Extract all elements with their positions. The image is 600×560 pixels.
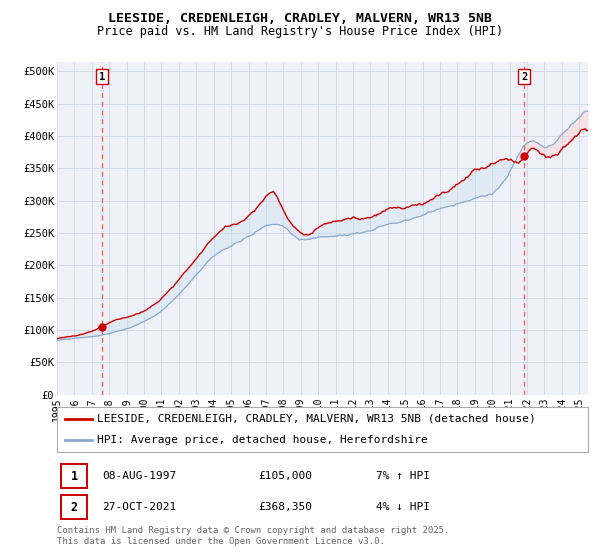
Text: Contains HM Land Registry data © Crown copyright and database right 2025.
This d: Contains HM Land Registry data © Crown c… — [57, 526, 449, 546]
Text: £368,350: £368,350 — [259, 502, 313, 512]
Text: LEESIDE, CREDENLEIGH, CRADLEY, MALVERN, WR13 5NB: LEESIDE, CREDENLEIGH, CRADLEY, MALVERN, … — [108, 12, 492, 25]
Text: £105,000: £105,000 — [259, 471, 313, 481]
Text: 2: 2 — [70, 501, 77, 514]
Text: 4% ↓ HPI: 4% ↓ HPI — [376, 502, 430, 512]
FancyBboxPatch shape — [61, 464, 87, 488]
Text: LEESIDE, CREDENLEIGH, CRADLEY, MALVERN, WR13 5NB (detached house): LEESIDE, CREDENLEIGH, CRADLEY, MALVERN, … — [97, 414, 536, 424]
Text: 1: 1 — [99, 72, 105, 82]
Text: 27-OCT-2021: 27-OCT-2021 — [102, 502, 176, 512]
Text: Price paid vs. HM Land Registry's House Price Index (HPI): Price paid vs. HM Land Registry's House … — [97, 25, 503, 38]
Text: 2: 2 — [521, 72, 527, 82]
FancyBboxPatch shape — [61, 495, 87, 519]
Text: HPI: Average price, detached house, Herefordshire: HPI: Average price, detached house, Here… — [97, 435, 428, 445]
Text: 08-AUG-1997: 08-AUG-1997 — [102, 471, 176, 481]
Text: 7% ↑ HPI: 7% ↑ HPI — [376, 471, 430, 481]
Text: 1: 1 — [70, 469, 77, 483]
